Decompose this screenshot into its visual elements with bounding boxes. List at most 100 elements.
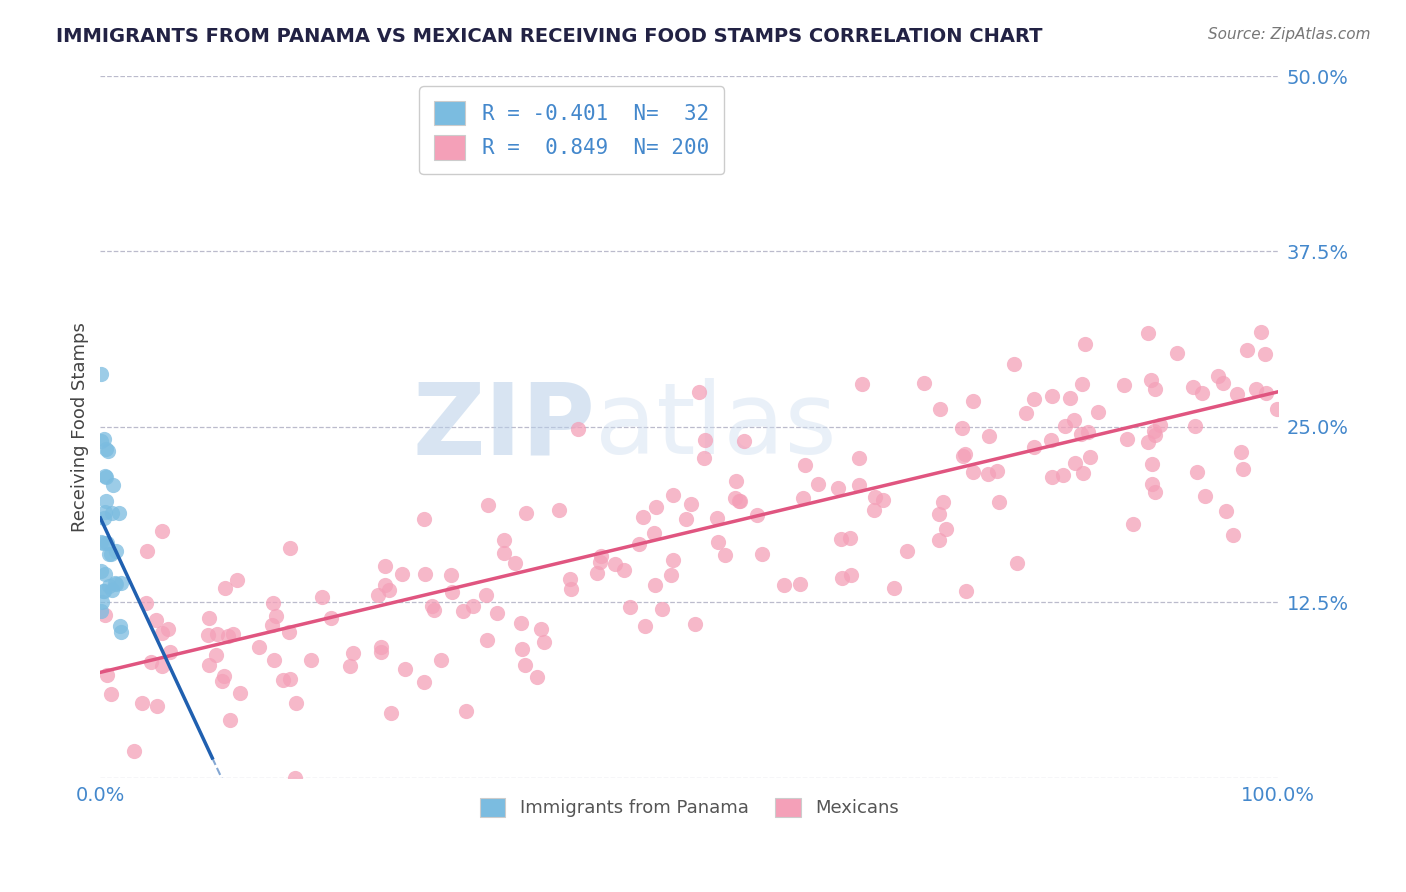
Point xyxy=(631,510,654,524)
Point xyxy=(107,507,129,521)
Point xyxy=(1024,392,1046,406)
Point xyxy=(831,571,853,585)
Point xyxy=(380,706,402,720)
Point xyxy=(928,507,950,521)
Point xyxy=(1136,434,1159,449)
Point xyxy=(110,576,132,591)
Point xyxy=(1140,373,1163,387)
Point xyxy=(475,588,498,602)
Point xyxy=(1143,428,1166,442)
Point xyxy=(645,500,668,514)
Point xyxy=(588,555,610,569)
Point xyxy=(494,533,516,547)
Point xyxy=(225,573,247,587)
Point xyxy=(440,568,463,582)
Point xyxy=(977,467,1000,481)
Point xyxy=(558,572,581,586)
Point xyxy=(962,465,984,479)
Point xyxy=(1226,387,1249,401)
Point xyxy=(277,625,299,640)
Point xyxy=(512,642,534,657)
Point xyxy=(928,533,950,548)
Point xyxy=(634,618,657,632)
Point xyxy=(90,367,112,381)
Point xyxy=(1024,440,1046,454)
Point xyxy=(839,568,862,582)
Point xyxy=(278,541,301,556)
Point xyxy=(90,604,112,618)
Point xyxy=(299,652,322,666)
Text: IMMIGRANTS FROM PANAMA VS MEXICAN RECEIVING FOOD STAMPS CORRELATION CHART: IMMIGRANTS FROM PANAMA VS MEXICAN RECEIV… xyxy=(56,27,1043,45)
Point xyxy=(374,559,396,574)
Point xyxy=(96,668,118,682)
Point xyxy=(794,458,817,472)
Point xyxy=(724,475,747,489)
Point xyxy=(159,645,181,659)
Point xyxy=(94,567,117,582)
Point xyxy=(413,674,436,689)
Point xyxy=(1116,433,1139,447)
Point xyxy=(229,686,252,700)
Text: ZIP: ZIP xyxy=(412,378,595,475)
Point xyxy=(378,582,401,597)
Point xyxy=(1114,378,1136,392)
Point xyxy=(152,524,174,538)
Point xyxy=(420,599,443,614)
Point xyxy=(110,624,132,639)
Point xyxy=(101,582,124,597)
Point xyxy=(1206,368,1229,383)
Point xyxy=(91,536,114,550)
Point xyxy=(284,771,307,785)
Point xyxy=(197,627,219,641)
Point xyxy=(733,434,755,448)
Point xyxy=(135,596,157,610)
Point xyxy=(101,478,124,492)
Point xyxy=(1222,528,1244,542)
Point xyxy=(339,658,361,673)
Point xyxy=(284,696,307,710)
Point xyxy=(1140,457,1163,471)
Point xyxy=(628,537,651,551)
Point xyxy=(1144,382,1167,396)
Point xyxy=(1244,382,1267,396)
Point xyxy=(96,493,118,508)
Point xyxy=(1077,425,1099,439)
Point xyxy=(1087,405,1109,419)
Point xyxy=(728,494,751,508)
Point xyxy=(883,581,905,595)
Point xyxy=(1040,433,1063,447)
Point xyxy=(962,393,984,408)
Point xyxy=(679,497,702,511)
Legend: Immigrants from Panama, Mexicans: Immigrants from Panama, Mexicans xyxy=(472,790,905,825)
Point xyxy=(1230,444,1253,458)
Point xyxy=(955,583,977,598)
Point xyxy=(94,470,117,484)
Point xyxy=(830,533,852,547)
Point xyxy=(214,581,236,595)
Point xyxy=(1070,376,1092,391)
Point xyxy=(872,492,894,507)
Point xyxy=(93,583,115,598)
Point xyxy=(94,505,117,519)
Point xyxy=(589,549,612,564)
Point xyxy=(745,508,768,523)
Point xyxy=(714,549,737,563)
Point xyxy=(1236,343,1258,357)
Point xyxy=(264,609,287,624)
Point xyxy=(108,619,131,633)
Point xyxy=(1070,427,1092,442)
Point xyxy=(1005,556,1028,570)
Point xyxy=(90,434,112,448)
Point xyxy=(98,548,121,562)
Point xyxy=(456,704,478,718)
Point xyxy=(585,566,607,580)
Point xyxy=(262,596,284,610)
Point xyxy=(1064,456,1087,470)
Point xyxy=(131,696,153,710)
Point xyxy=(1267,401,1289,416)
Point xyxy=(548,503,571,517)
Point xyxy=(605,557,627,571)
Point xyxy=(706,510,728,524)
Point xyxy=(1166,345,1188,359)
Point xyxy=(93,511,115,525)
